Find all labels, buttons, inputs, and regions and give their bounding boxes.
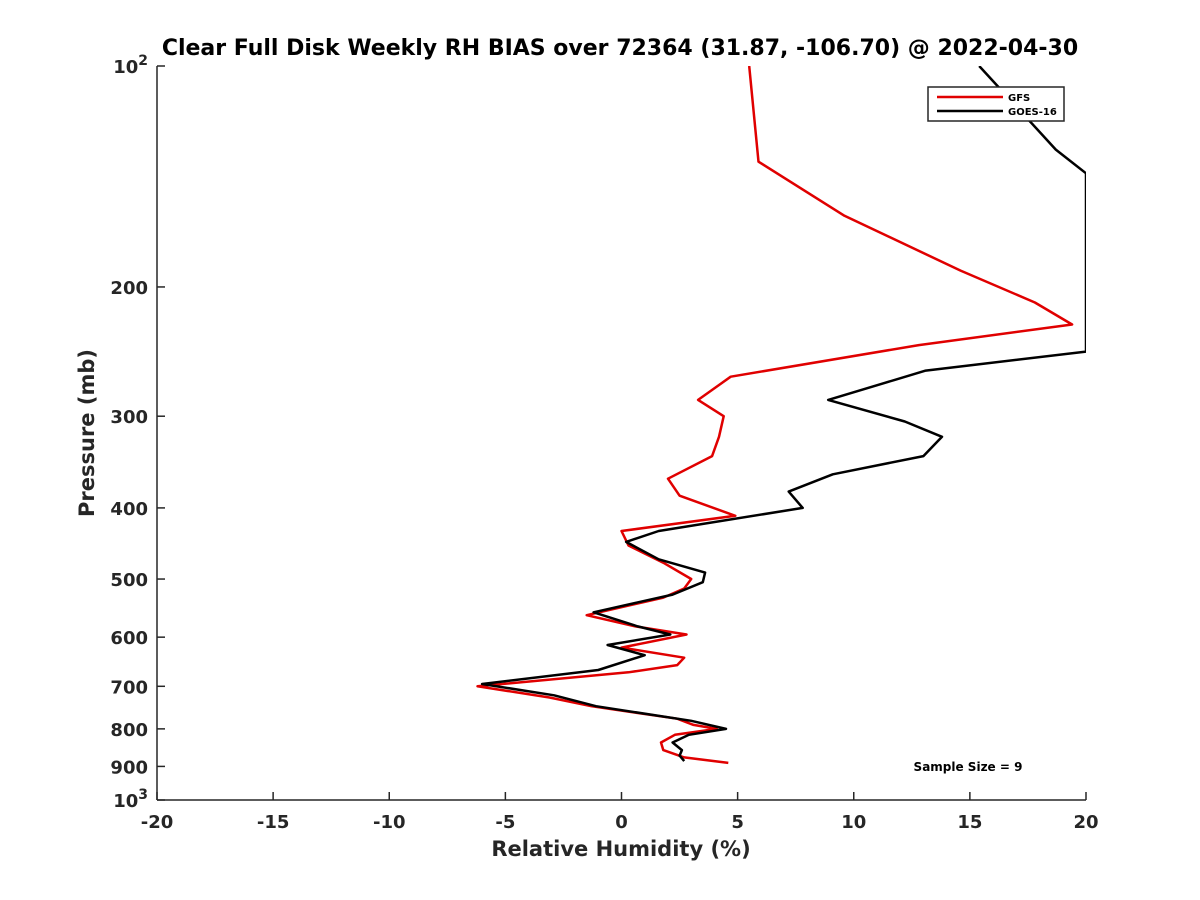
y-tick-label: 200 — [110, 278, 148, 299]
series-layer — [476, 66, 1086, 765]
x-tick-label: 0 — [615, 812, 628, 833]
x-tick-label: -20 — [141, 812, 174, 833]
y-tick-label: 600 — [110, 628, 148, 649]
x-tick-label: -10 — [373, 812, 406, 833]
y-tick-label: 102 — [113, 53, 148, 78]
y-tick-label: 700 — [110, 677, 148, 698]
x-tick-label: 10 — [841, 812, 866, 833]
x-tick-label: 20 — [1073, 812, 1098, 833]
legend-label-goes16: GOES-16 — [1008, 107, 1057, 118]
legend-label-gfs: GFS — [1008, 93, 1030, 104]
legend: GFS GOES-16 — [927, 86, 1065, 122]
y-tick-label: 900 — [110, 757, 148, 778]
x-tick-label: 15 — [957, 812, 982, 833]
legend-box — [927, 86, 1065, 122]
x-axis-label: Relative Humidity (%) — [491, 837, 750, 861]
y-tick-label: 300 — [110, 407, 148, 428]
plot-area — [156, 66, 1086, 801]
y-tick-label: 103 — [113, 787, 148, 812]
x-tick-label: -15 — [257, 812, 290, 833]
y-tick-label: 500 — [110, 570, 148, 591]
x-ticks: -20 -15 -10 -5 0 5 10 15 20 — [141, 792, 1099, 833]
x-tick-label: -5 — [495, 812, 515, 833]
y-ticks: 102 200 300 400 500 600 700 800 900 103 — [110, 53, 165, 812]
y-axis-label: Pressure (mb) — [75, 349, 99, 517]
x-tick-label: 5 — [731, 812, 744, 833]
y-tick-label: 400 — [110, 499, 148, 520]
sample-size-annotation: Sample Size = 9 — [914, 760, 1023, 774]
chart-title: Clear Full Disk Weekly RH BIAS over 7236… — [162, 36, 1078, 61]
series-line-goes16 — [480, 66, 1086, 762]
y-tick-label: 800 — [110, 720, 148, 741]
series-line-gfs — [476, 66, 1074, 765]
